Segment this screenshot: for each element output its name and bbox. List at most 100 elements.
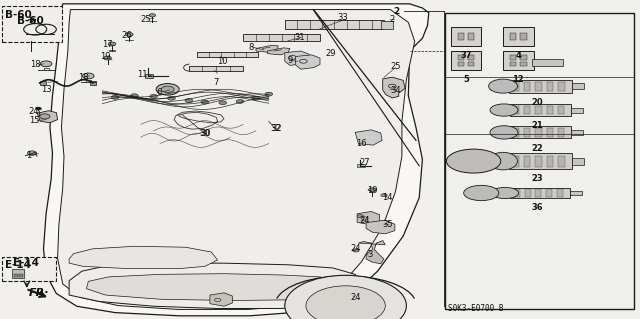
Circle shape [150, 94, 157, 98]
Text: 24: 24 [351, 293, 361, 302]
Bar [535, 156, 541, 167]
Polygon shape [256, 45, 278, 52]
Circle shape [369, 188, 376, 192]
Bar [509, 153, 572, 169]
Text: 31: 31 [294, 33, 305, 42]
Bar [547, 189, 552, 197]
Text: 37: 37 [460, 51, 472, 60]
Bar [468, 33, 474, 40]
Text: E-14: E-14 [13, 258, 38, 268]
Text: B-60: B-60 [17, 16, 44, 26]
Circle shape [252, 96, 260, 100]
Ellipse shape [447, 149, 501, 173]
Text: 32: 32 [271, 124, 282, 133]
Text: 20: 20 [532, 98, 543, 107]
Circle shape [108, 42, 116, 46]
Text: 25: 25 [141, 15, 151, 24]
Text: S0K3-E0700 B: S0K3-E0700 B [448, 304, 504, 313]
Circle shape [265, 92, 273, 96]
Text: E-14: E-14 [5, 260, 31, 270]
Text: 6: 6 [156, 88, 161, 97]
Bar [468, 55, 474, 60]
Bar [14, 274, 18, 277]
Circle shape [306, 286, 385, 319]
Text: 26: 26 [122, 31, 132, 40]
Bar [547, 156, 553, 167]
Bar [458, 55, 464, 60]
Bar [512, 82, 518, 91]
Bar [90, 81, 96, 85]
Bar [19, 274, 23, 277]
Text: 21: 21 [532, 121, 543, 130]
Bar [509, 126, 572, 138]
Text: 18: 18 [78, 73, 88, 82]
Circle shape [168, 96, 175, 100]
Text: 24: 24 [350, 244, 360, 253]
Text: 18: 18 [30, 60, 40, 69]
Bar [468, 62, 474, 66]
Polygon shape [58, 10, 415, 309]
Bar [285, 20, 384, 29]
Polygon shape [383, 77, 405, 98]
Polygon shape [86, 274, 339, 300]
Bar [532, 59, 563, 66]
Bar [520, 33, 527, 40]
Polygon shape [366, 220, 395, 234]
Polygon shape [69, 246, 218, 269]
Circle shape [161, 86, 174, 93]
Circle shape [35, 107, 42, 110]
Text: 11: 11 [137, 70, 147, 79]
Ellipse shape [489, 79, 518, 93]
Text: 2: 2 [389, 15, 394, 24]
Text: 24: 24 [29, 107, 39, 115]
Bar [445, 13, 634, 309]
Bar [535, 128, 541, 137]
Bar [520, 62, 527, 66]
Circle shape [149, 14, 156, 17]
Bar [145, 74, 153, 78]
Text: 2: 2 [394, 7, 400, 16]
Bar [458, 62, 464, 66]
Bar [514, 189, 520, 197]
Polygon shape [296, 55, 320, 69]
Bar [510, 62, 516, 66]
Bar [513, 128, 519, 137]
Bar [503, 27, 534, 46]
Ellipse shape [490, 104, 518, 116]
Text: 30: 30 [200, 129, 210, 138]
Bar [189, 66, 243, 71]
Bar [243, 34, 320, 41]
Text: 33: 33 [337, 13, 348, 22]
FancyBboxPatch shape [2, 6, 62, 42]
Circle shape [381, 194, 387, 197]
Polygon shape [285, 51, 309, 65]
Bar [558, 128, 564, 137]
Ellipse shape [489, 152, 518, 170]
Bar [510, 33, 516, 40]
Ellipse shape [490, 126, 518, 139]
Polygon shape [69, 263, 362, 308]
Circle shape [28, 151, 36, 155]
Bar [513, 106, 519, 114]
Bar [535, 106, 541, 114]
Circle shape [104, 56, 111, 60]
Polygon shape [37, 111, 58, 123]
Circle shape [285, 275, 406, 319]
Text: 32: 32 [270, 124, 280, 133]
Circle shape [40, 114, 50, 119]
Text: 19: 19 [367, 186, 378, 195]
Bar [510, 130, 583, 135]
Bar [40, 81, 46, 85]
Ellipse shape [492, 187, 518, 199]
Circle shape [83, 73, 94, 79]
Circle shape [219, 101, 227, 105]
Text: 15: 15 [29, 116, 39, 125]
Circle shape [353, 249, 359, 252]
Circle shape [357, 215, 364, 218]
Bar [524, 156, 530, 167]
Text: 25: 25 [390, 63, 401, 71]
Bar [524, 82, 530, 91]
Text: 14: 14 [383, 193, 393, 202]
Bar [558, 106, 564, 114]
Polygon shape [358, 241, 385, 264]
